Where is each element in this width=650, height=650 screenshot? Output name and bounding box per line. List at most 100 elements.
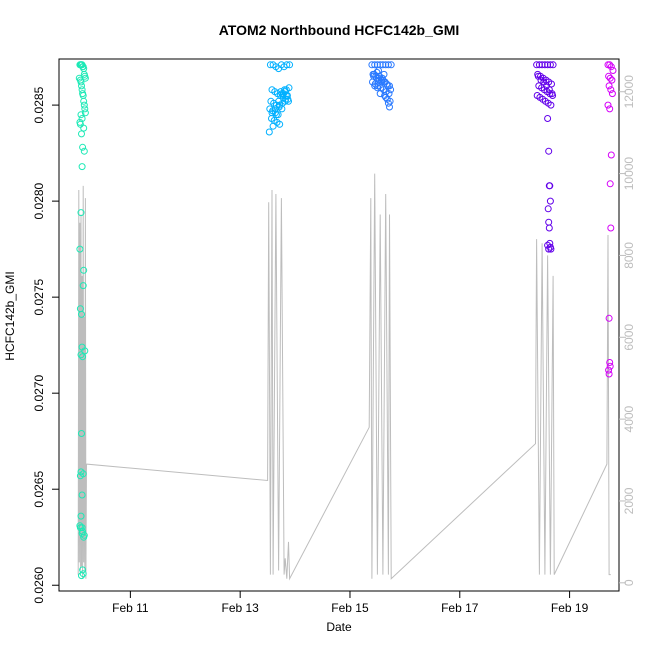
data-point xyxy=(284,95,292,103)
data-point xyxy=(281,88,289,96)
y2-tick-label: 4000 xyxy=(622,405,636,432)
data-point xyxy=(79,282,87,290)
y-axis-right: 0 2000 4000 6000 8000 10000 12000 xyxy=(619,75,636,586)
y-axis-left: 0.0260 0.0265 0.0270 0.0275 0.0280 0.0285 xyxy=(32,86,59,604)
y2-tick-label: 10000 xyxy=(622,157,636,191)
y2-tick-label: 6000 xyxy=(622,324,636,351)
data-point xyxy=(606,61,614,69)
data-point xyxy=(80,147,88,155)
data-point xyxy=(605,366,613,374)
series-flight-1 xyxy=(75,61,89,580)
data-point xyxy=(78,491,86,499)
x-tick-label: Feb 17 xyxy=(441,601,479,615)
data-point xyxy=(605,370,613,378)
data-point xyxy=(386,103,393,111)
data-point xyxy=(546,61,554,69)
y-tick-label: 0.0260 xyxy=(32,567,46,604)
y2-tick-label: 0 xyxy=(622,579,636,586)
data-point xyxy=(604,101,612,109)
data-point xyxy=(79,143,87,151)
x-tick-label: Feb 13 xyxy=(221,601,259,615)
x-axis-label: Date xyxy=(326,620,352,634)
y-tick-label: 0.0275 xyxy=(32,278,46,315)
y-axis-label: HCFC142b_GMI xyxy=(3,271,17,360)
data-point xyxy=(607,151,615,159)
y-tick-label: 0.0280 xyxy=(32,182,46,219)
data-point xyxy=(545,245,553,253)
data-point xyxy=(276,101,284,109)
data-point xyxy=(384,61,392,69)
data-point xyxy=(607,224,615,232)
y-tick-label: 0.0270 xyxy=(32,375,46,412)
data-point xyxy=(76,472,84,480)
data-point xyxy=(77,512,85,520)
data-point xyxy=(77,111,85,119)
data-point xyxy=(81,347,89,355)
data-point xyxy=(380,70,388,78)
x-axis: Feb 11 Feb 13 Feb 15 Feb 17 Feb 19 xyxy=(112,591,589,615)
data-point xyxy=(276,120,284,128)
data-point xyxy=(80,101,88,109)
data-point xyxy=(605,82,613,90)
data-point xyxy=(545,218,553,226)
data-point xyxy=(606,105,614,113)
data-point xyxy=(80,97,88,105)
chart-title: ATOM2 Northbound HCFC142b_GMI xyxy=(219,22,460,38)
data-point xyxy=(544,241,552,249)
data-point xyxy=(547,101,555,109)
y2-tick-label: 12000 xyxy=(622,75,636,109)
x-tick-label: Feb 19 xyxy=(551,601,589,615)
data-point xyxy=(546,197,554,205)
data-point xyxy=(78,130,85,138)
data-point xyxy=(81,105,89,113)
data-point xyxy=(606,359,614,366)
data-point xyxy=(78,572,85,580)
data-point xyxy=(78,82,85,90)
data-point xyxy=(375,67,382,74)
data-point xyxy=(77,78,85,86)
data-point xyxy=(609,67,617,74)
data-point xyxy=(606,362,614,370)
plot-frame xyxy=(58,58,620,592)
data-point xyxy=(608,76,616,84)
data-point xyxy=(607,86,615,94)
data-point xyxy=(384,99,392,107)
data-point xyxy=(546,182,554,190)
data-point xyxy=(605,314,613,322)
data-point xyxy=(376,90,384,98)
data-point xyxy=(387,86,395,94)
data-point xyxy=(265,128,273,136)
data-point xyxy=(78,430,85,437)
data-point xyxy=(79,570,87,578)
data-point xyxy=(606,74,614,82)
data-point xyxy=(605,72,613,80)
altitude-line xyxy=(77,173,611,581)
data-point xyxy=(269,122,277,130)
data-point xyxy=(79,528,87,535)
data-point xyxy=(76,245,84,253)
points-layer xyxy=(75,61,617,580)
data-point xyxy=(545,224,553,232)
altitude-line-layer xyxy=(77,173,611,581)
series-flight-3 xyxy=(368,61,395,111)
y2-tick-label: 2000 xyxy=(622,487,636,514)
data-point xyxy=(79,353,87,361)
data-point xyxy=(607,63,615,71)
x-tick-label: Feb 11 xyxy=(112,601,149,615)
x-tick-label: Feb 15 xyxy=(331,601,369,615)
data-point xyxy=(544,115,552,122)
data-point xyxy=(544,205,552,213)
data-point xyxy=(271,105,279,113)
data-point xyxy=(283,61,291,69)
data-point xyxy=(80,266,88,274)
y-tick-label: 0.0265 xyxy=(32,471,46,508)
data-point xyxy=(77,351,85,359)
data-point xyxy=(549,61,557,69)
series-flight-5 xyxy=(604,61,617,378)
data-point xyxy=(80,124,88,132)
series-flight-4 xyxy=(533,61,557,253)
data-point xyxy=(382,93,390,101)
data-point xyxy=(77,468,85,476)
series-flight-2 xyxy=(265,61,294,136)
